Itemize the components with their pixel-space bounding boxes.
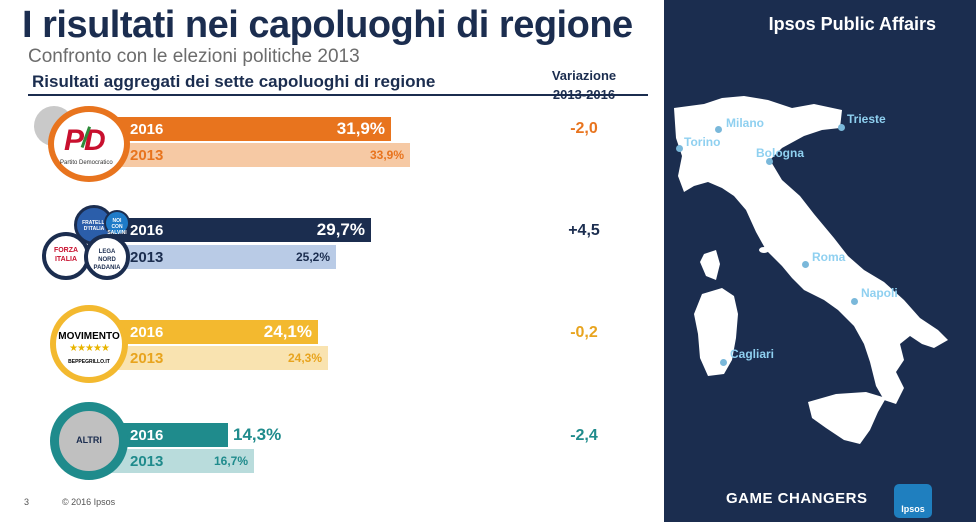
elba-shape <box>759 247 769 253</box>
bar-value: 24,3% <box>287 351 322 365</box>
m5s-logo: MOVIMENTO ★★★★★ BEPPEGRILLO.IT <box>50 305 128 383</box>
bar-pd-2013: 2013 33,9% <box>100 143 410 167</box>
bar-m5s-2013: 2013 24,3% <box>100 346 328 370</box>
sardinia-shape <box>694 288 738 376</box>
variation-header-label: Variazione <box>551 68 617 83</box>
city-label-napoli: Napoli <box>861 286 898 300</box>
variation-altri: -2,4 <box>570 427 598 444</box>
page-title: I risultati nei capoluoghi di regione <box>22 4 633 46</box>
italy-mainland-shape <box>674 96 948 404</box>
city-label-cagliari: Cagliari <box>730 347 775 361</box>
city-label-torino: Torino <box>684 135 721 149</box>
section-divider <box>28 94 648 96</box>
city-dot-roma <box>802 261 809 268</box>
variation-header-range: 2013-2016 <box>552 87 616 102</box>
bar-value: 25,2% <box>295 250 330 264</box>
lega-nord-logo-text: LEGA NORD PADANIA <box>93 249 121 271</box>
pd-logo: PD Partito Democratico <box>48 106 130 182</box>
forza-italia-logo: FORZA ITALIA <box>42 232 90 280</box>
altri-logo-text: ALTRI <box>76 435 102 445</box>
city-dot-bologna <box>766 158 773 165</box>
corsica-shape <box>700 250 720 280</box>
bar-altri-2013: 2013 16,7% <box>100 449 254 473</box>
bar-year-label: 2013 <box>130 146 164 164</box>
bar-value: 31,9% <box>336 119 385 138</box>
city-label-bologna: Bologna <box>756 146 804 160</box>
bar-year-label: 2016 <box>130 323 164 341</box>
forza-italia-logo-text: FORZA ITALIA <box>53 247 79 263</box>
city-dot-milano <box>715 126 722 133</box>
city-dot-trieste <box>838 124 845 131</box>
bar-cdx-2013: 2013 25,2% <box>100 245 336 269</box>
bar-value: 29,7% <box>316 220 365 239</box>
bar-year-label: 2013 <box>130 452 164 470</box>
bar-year-label: 2013 <box>130 349 164 367</box>
m5s-logo-text: MOVIMENTO <box>58 331 120 342</box>
variation-m5s: -0,2 <box>570 324 598 341</box>
noi-con-salvini-logo: NOI CON SALVINI <box>104 210 130 236</box>
italy-map <box>674 96 948 444</box>
page-number: 3 <box>24 497 30 507</box>
bar-altri-2016-value: 14,3% <box>233 425 282 444</box>
copyright: © 2016 Ipsos <box>62 497 116 507</box>
city-label-trieste: Trieste <box>847 112 886 126</box>
bar-year-label: 2016 <box>130 221 164 239</box>
city-dot-torino <box>676 145 683 152</box>
variation-pd: -2,0 <box>570 120 598 137</box>
ipsos-logo: Ipsos <box>894 484 932 518</box>
pd-logo-subtext: Partito Democratico <box>60 160 113 166</box>
fratelli-italia-logo-text: FRATELLI D'ITALIA <box>82 220 106 232</box>
altri-logo: ALTRI <box>50 402 128 480</box>
bar-year-label: 2013 <box>130 248 164 266</box>
m5s-stars-icon: ★★★★★ <box>69 343 110 354</box>
bar-value: 24,1% <box>263 322 312 341</box>
lega-nord-logo: LEGA NORD PADANIA <box>84 234 130 280</box>
bar-pd-2016: 2016 31,9% <box>100 117 391 141</box>
brand-title: Ipsos Public Affairs <box>768 14 936 34</box>
bar-cdx-2016: 2016 29,7% <box>100 218 371 242</box>
brand-panel: Ipsos Public Affairs Milano Torino Tries… <box>664 0 976 522</box>
city-dot-cagliari <box>720 359 727 366</box>
bar-value: 33,9% <box>369 148 404 162</box>
sicily-shape <box>808 392 886 444</box>
city-label-milano: Milano <box>726 116 764 130</box>
m5s-logo-subtext: BEPPEGRILLO.IT <box>68 359 110 365</box>
variation-header: Variazione 2013-2016 <box>536 66 632 104</box>
bar-m5s-2016: 2016 24,1% <box>100 320 318 344</box>
tagline: GAME CHANGERS <box>726 490 868 507</box>
page-subtitle: Confronto con le elezioni politiche 2013 <box>28 46 360 67</box>
pd-logo-text: PD <box>64 124 106 157</box>
bar-value: 16,7% <box>213 454 248 468</box>
variation-cdx: +4,5 <box>568 222 600 239</box>
noi-con-salvini-logo-text: NOI CON SALVINI <box>107 218 127 236</box>
city-label-roma: Roma <box>812 250 846 264</box>
bar-year-label: 2016 <box>130 426 164 444</box>
city-dot-napoli <box>851 298 858 305</box>
section-heading: Risultati aggregati dei sette capoluoghi… <box>32 72 436 91</box>
bar-year-label: 2016 <box>130 120 164 138</box>
